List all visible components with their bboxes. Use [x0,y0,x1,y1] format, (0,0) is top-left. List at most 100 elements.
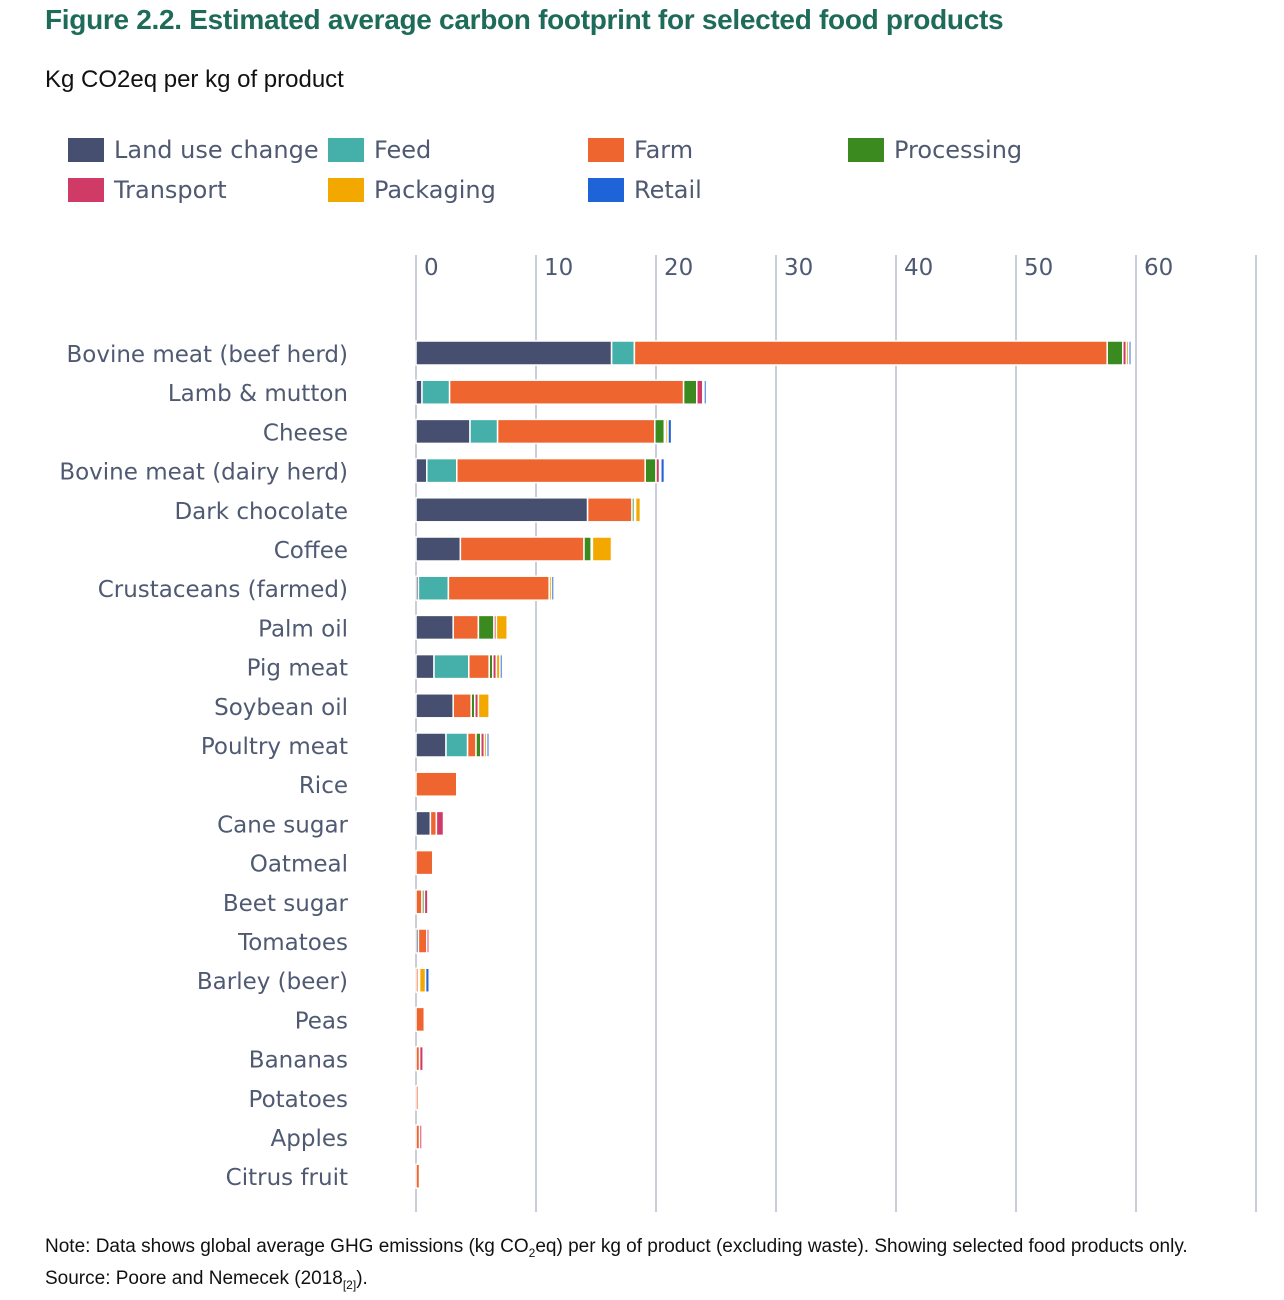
category-label-lamb-mutton: Lamb & mutton [168,381,348,407]
category-label-bovine-meat-beef-herd: Bovine meat (beef herd) [66,342,348,368]
bar-lamb-mutton-farm [448,379,685,405]
bar-lamb-mutton-feed [421,379,451,405]
bar-cheese-processing [654,418,666,445]
legend-label: Packaging [374,176,496,204]
bar-cheese-retail [667,418,673,445]
bar-barley-beer-retail [424,967,430,993]
bar-barley-beer-packaging [418,967,427,993]
category-label-oatmeal: Oatmeal [250,852,348,878]
legend-swatch [68,138,104,162]
category-label-bananas: Bananas [249,1048,348,1074]
bar-coffee-farm [459,536,585,562]
bar-bovine-meat-dairy-herd-retail [660,457,666,484]
bar-bovine-meat-beef-herd-farm [633,340,1108,366]
bar-poultry-meat-feed [445,732,469,758]
bar-citrus-fruit-transport [418,1163,422,1189]
bar-poultry-meat-farm [466,732,477,758]
category-label-poultry-meat: Poultry meat [201,734,348,760]
category-label-beet-sugar: Beet sugar [223,891,349,917]
bar-bovine-meat-beef-herd-retail [1128,340,1132,366]
bar-pig-meat-farm [468,653,490,680]
category-label-barley-beer: Barley (beer) [197,969,348,995]
bar-palm-oil-packaging [495,614,508,641]
bar-cheese-farm [496,418,656,445]
category-label-palm-oil: Palm oil [258,616,348,642]
legend-item-retail: Retail [588,176,702,204]
bar-potatoes-transport [417,1085,421,1111]
legend-swatch [848,138,884,162]
legend-label: Transport [114,176,227,204]
legend-item-land-use-change: Land use change [68,136,319,164]
legend-swatch [68,178,104,202]
bar-palm-oil-farm [452,614,480,641]
x-tick-label: 60 [1144,255,1173,281]
legend-swatch [328,138,364,162]
bar-cane-sugar-packaging [442,810,446,837]
x-tick-label: 50 [1024,255,1053,281]
legend-item-feed: Feed [328,136,431,164]
bar-crustaceans-farmed-farm [447,575,550,601]
bar-tomatoes-packaging [428,928,432,954]
category-label-potatoes: Potatoes [249,1087,348,1113]
category-label-cheese: Cheese [263,420,348,446]
bar-soybean-oil-retail [488,693,492,719]
bar-beet-sugar-packaging [427,889,431,915]
legend-swatch [588,138,624,162]
bar-bovine-meat-beef-herd-feed [610,340,636,366]
x-tick-label: 0 [424,255,439,281]
bar-poultry-meat-retail [486,732,490,758]
bar-pig-meat-retail [499,653,504,680]
bar-peas-farm [415,1006,426,1033]
x-tick-label: 20 [664,255,693,281]
legend-swatch [328,178,364,202]
category-label-bovine-meat-dairy-herd: Bovine meat (dairy herd) [59,460,348,486]
bar-bovine-meat-dairy-herd-processing [644,457,657,484]
bar-dark-chocolate-land-use-change [415,497,589,523]
bar-palm-oil-land-use-change [415,614,454,641]
legend-item-processing: Processing [848,136,1022,164]
bar-lamb-mutton-retail [703,379,708,405]
bar-pig-meat-feed [433,653,470,680]
x-tick-label: 10 [544,255,573,281]
bar-bovine-meat-dairy-herd-feed [426,457,458,484]
bar-soybean-oil-farm [452,693,472,719]
bar-lamb-mutton-processing [682,379,698,405]
legend-item-packaging: Packaging [328,176,496,204]
bar-pig-meat-land-use-change [415,653,435,680]
bar-bananas-packaging [422,1045,426,1072]
bar-dark-chocolate-packaging [634,497,642,523]
x-tick-label: 40 [904,255,933,281]
x-tick-label: 30 [784,255,813,281]
bar-bovine-meat-beef-herd-processing [1106,340,1124,366]
bar-oatmeal-farm [415,849,434,876]
legend-item-transport: Transport [68,176,227,204]
category-label-coffee: Coffee [274,538,348,564]
legend-label: Feed [374,136,432,164]
bar-crustaceans-farmed-retail [550,575,555,601]
bar-beet-sugar-farm [415,889,423,915]
bar-coffee-land-use-change [415,536,462,562]
category-label-pig-meat: Pig meat [247,656,348,682]
bar-cane-sugar-farm [429,810,438,837]
bar-bovine-meat-beef-herd-land-use-change [415,340,613,366]
legend-item-farm: Farm [588,136,693,164]
bar-cheese-feed [469,418,499,445]
bar-peas-transport [423,1006,427,1033]
category-label-rice: Rice [299,773,348,799]
bar-palm-oil-processing [477,614,495,641]
bar-cheese-land-use-change [415,418,471,445]
category-label-crustaceans-farmed: Crustaceans (farmed) [98,577,348,603]
note-text: Note: Data shows global average GHG emis… [45,1236,1188,1260]
legend-swatch [588,178,624,202]
category-label-soybean-oil: Soybean oil [214,695,348,721]
stacked-bar-chart: 0 10 20 30 40 50 60 Bovine meat (beef herd) Lamb… [59,255,1257,1212]
bar-poultry-meat-land-use-change [415,732,447,758]
legend-label: Land use change [114,136,319,164]
legend-label: Retail [634,176,702,204]
bar-cane-sugar-land-use-change [415,810,432,837]
legend-label: Processing [894,136,1023,164]
figure-note: Note: Data shows global average GHG emis… [45,1234,1265,1298]
bar-coffee-retail [610,536,614,562]
bar-bovine-meat-dairy-herd-land-use-change [415,457,428,484]
bar-cane-sugar-transport [435,810,445,837]
